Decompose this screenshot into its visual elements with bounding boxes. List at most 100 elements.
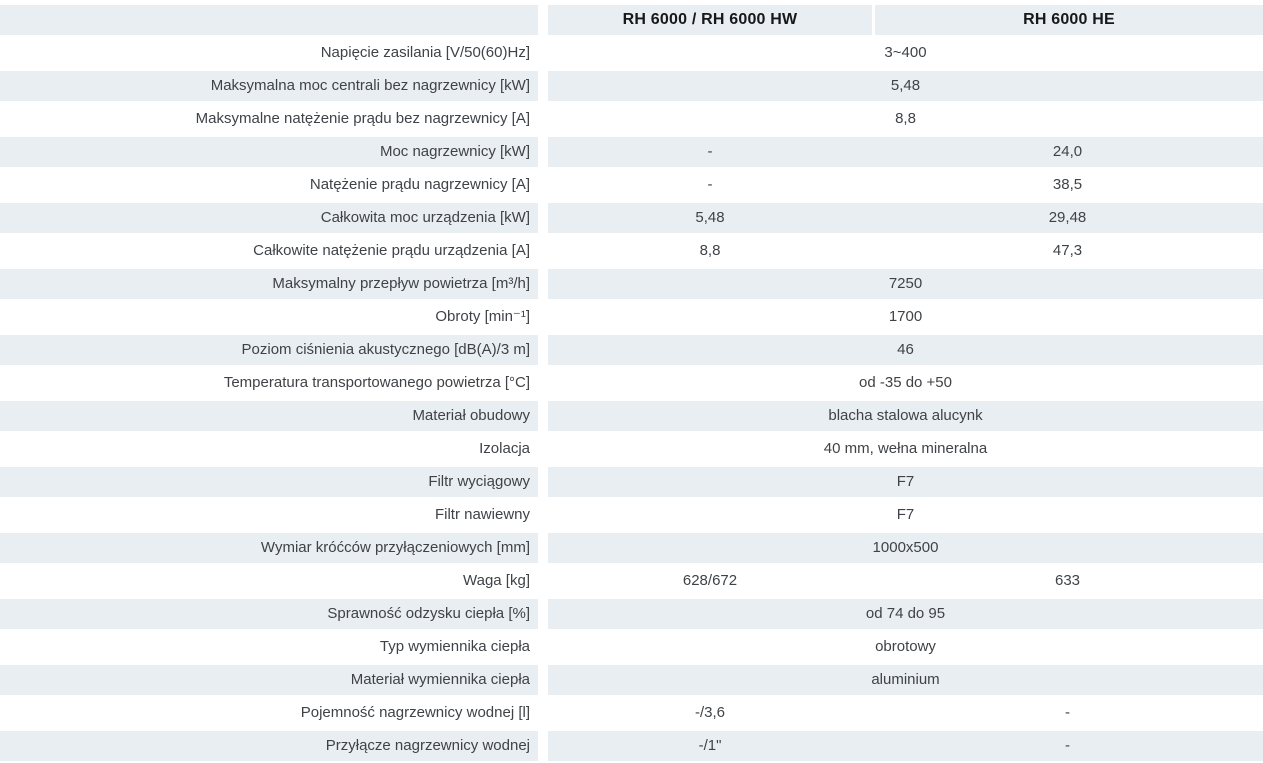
table-row: Maksymalna moc centrali bez nagrzewnicy … bbox=[0, 71, 1263, 101]
row-value-combined: 7250 bbox=[888, 275, 923, 292]
column-gap bbox=[538, 137, 548, 167]
row-value-combined: 1700 bbox=[888, 308, 923, 325]
row-value-combined: 1000x500 bbox=[872, 539, 939, 556]
table-row: Przyłącze nagrzewnicy wodnej -/1" - bbox=[0, 731, 1263, 761]
row-label: Izolacja bbox=[479, 440, 530, 457]
table-row: Izolacja 40 mm, wełna mineralna bbox=[0, 434, 1263, 464]
row-value-combined: aluminium bbox=[871, 671, 940, 688]
table-row: Maksymalny przepływ powietrza [m³/h] 725… bbox=[0, 269, 1263, 299]
column-gap bbox=[538, 698, 548, 728]
table-row: Materiał obudowy blacha stalowa alucynk bbox=[0, 401, 1263, 431]
table-row: Waga [kg] 628/672 633 bbox=[0, 566, 1263, 596]
row-label: Sprawność odzysku ciepła [%] bbox=[0, 599, 538, 629]
row-label: Przyłącze nagrzewnicy wodnej bbox=[0, 731, 538, 761]
table-row: Moc nagrzewnicy [kW] - 24,0 bbox=[0, 137, 1263, 167]
header-empty-cell bbox=[0, 5, 538, 35]
row-value-col-he: - bbox=[1065, 704, 1070, 721]
row-values: 40 mm, wełna mineralna bbox=[548, 434, 1263, 464]
row-value-combined: 3~400 bbox=[884, 44, 927, 61]
row-values: - 38,5 bbox=[548, 170, 1263, 200]
row-value-combined: blacha stalowa alucynk bbox=[828, 407, 983, 424]
row-value-combined: F7 bbox=[896, 473, 915, 490]
row-label: Poziom ciśnienia akustycznego [dB(A)/3 m… bbox=[0, 335, 538, 365]
column-gap bbox=[538, 533, 548, 563]
table-row: Natężenie prądu nagrzewnicy [A] - 38,5 bbox=[0, 170, 1263, 200]
row-values: 46 bbox=[548, 335, 1263, 365]
table-row: Maksymalne natężenie prądu bez nagrzewni… bbox=[0, 104, 1263, 134]
row-value-col-hw: 8,8 bbox=[699, 242, 721, 259]
column-gap bbox=[538, 401, 548, 431]
table-row: Pojemność nagrzewnicy wodnej [l] -/3,6 - bbox=[0, 698, 1263, 728]
column-gap bbox=[538, 731, 548, 761]
row-values: F7 bbox=[548, 500, 1263, 530]
table-row: Typ wymiennika ciepła obrotowy bbox=[0, 632, 1263, 662]
row-values: 628/672 633 bbox=[548, 566, 1263, 596]
row-values: obrotowy bbox=[548, 632, 1263, 662]
row-values: 8,8 47,3 bbox=[548, 236, 1263, 266]
row-label: Maksymalna moc centrali bez nagrzewnicy … bbox=[0, 71, 538, 101]
column-gap bbox=[538, 467, 548, 497]
row-values: -/1" - bbox=[548, 731, 1263, 761]
row-value-col-hw: -/3,6 bbox=[694, 704, 725, 721]
column-gap bbox=[538, 236, 548, 266]
row-value-col-he: - bbox=[1065, 737, 1070, 754]
table-row: Napięcie zasilania [V/50(60)Hz] 3~400 bbox=[0, 38, 1263, 68]
column-gap bbox=[538, 632, 548, 662]
table-row: Całkowite natężenie prądu urządzenia [A]… bbox=[0, 236, 1263, 266]
row-value-col-he: 24,0 bbox=[1052, 143, 1083, 160]
column-gap bbox=[538, 500, 548, 530]
row-values: -/3,6 - bbox=[548, 698, 1263, 728]
table-row: Sprawność odzysku ciepła [%] od 74 do 95 bbox=[0, 599, 1263, 629]
row-label: Pojemność nagrzewnicy wodnej [l] bbox=[300, 704, 530, 721]
table-row: Filtr nawiewny F7 bbox=[0, 500, 1263, 530]
row-value-combined: 5,48 bbox=[890, 77, 921, 94]
row-value-combined: od -35 do +50 bbox=[859, 374, 952, 391]
column-gap bbox=[538, 599, 548, 629]
row-value-col-he: 29,48 bbox=[1048, 209, 1087, 226]
row-value-combined: 46 bbox=[897, 341, 914, 358]
column-gap bbox=[538, 302, 548, 332]
row-label: Materiał obudowy bbox=[0, 401, 538, 431]
row-label: Typ wymiennika ciepła bbox=[379, 638, 530, 655]
row-value-combined: od 74 do 95 bbox=[865, 605, 946, 622]
row-values: aluminium bbox=[548, 665, 1263, 695]
row-values: 3~400 bbox=[548, 38, 1263, 68]
row-value-col-hw: - bbox=[707, 176, 713, 193]
column-gap bbox=[538, 203, 548, 233]
row-values: 5,48 29,48 bbox=[548, 203, 1263, 233]
column-gap bbox=[538, 665, 548, 695]
column-gap bbox=[538, 38, 548, 68]
row-values: 8,8 bbox=[548, 104, 1263, 134]
row-label: Moc nagrzewnicy [kW] bbox=[0, 137, 538, 167]
row-label: Całkowita moc urządzenia [kW] bbox=[0, 203, 538, 233]
table-row: Wymiar króćców przyłączeniowych [mm] 100… bbox=[0, 533, 1263, 563]
row-values: 1700 bbox=[548, 302, 1263, 332]
row-value-col-hw: 5,48 bbox=[695, 209, 725, 226]
row-label: Waga [kg] bbox=[463, 572, 530, 589]
row-values: 1000x500 bbox=[548, 533, 1263, 563]
column-gap bbox=[538, 71, 548, 101]
row-label: Napięcie zasilania [V/50(60)Hz] bbox=[320, 44, 530, 61]
table-header-row: RH 6000 / RH 6000 HW RH 6000 HE bbox=[0, 5, 1263, 35]
row-label: Obroty [min⁻¹] bbox=[435, 308, 530, 325]
table-row: Obroty [min⁻¹] 1700 bbox=[0, 302, 1263, 332]
row-label: Maksymalne natężenie prądu bez nagrzewni… bbox=[195, 110, 530, 127]
row-values: F7 bbox=[548, 467, 1263, 497]
column-gap bbox=[538, 566, 548, 596]
row-label: Całkowite natężenie prądu urządzenia [A] bbox=[253, 242, 530, 259]
row-label: Wymiar króćców przyłączeniowych [mm] bbox=[0, 533, 538, 563]
row-values: 5,48 bbox=[548, 71, 1263, 101]
column-gap bbox=[538, 335, 548, 365]
row-values: - 24,0 bbox=[548, 137, 1263, 167]
row-value-combined: 8,8 bbox=[895, 110, 916, 127]
table-row: Materiał wymiennika ciepła aluminium bbox=[0, 665, 1263, 695]
row-value-col-hw: 628/672 bbox=[682, 572, 738, 589]
row-value-col-he: 47,3 bbox=[1052, 242, 1083, 259]
header-column-rh6000-he: RH 6000 HE bbox=[875, 5, 1263, 35]
row-values: od -35 do +50 bbox=[548, 368, 1263, 398]
column-gap bbox=[538, 170, 548, 200]
row-label: Materiał wymiennika ciepła bbox=[0, 665, 538, 695]
row-label: Filtr wyciągowy bbox=[0, 467, 538, 497]
row-label: Temperatura transportowanego powietrza [… bbox=[223, 374, 530, 391]
